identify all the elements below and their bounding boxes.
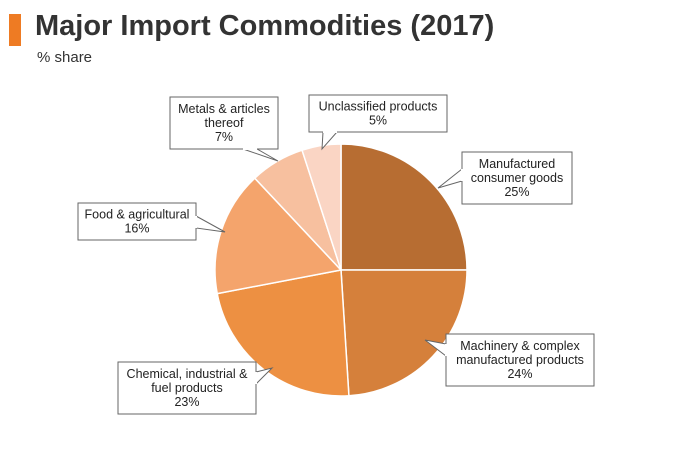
slice-label-line: 16% (124, 222, 149, 236)
slice-label-line: 23% (174, 395, 199, 409)
pie-slices (214, 143, 468, 397)
slice-label-line: Metals & articles (178, 102, 270, 116)
slice-label-line: manufactured products (456, 353, 584, 367)
slice-label-line: Food & agricultural (85, 208, 190, 222)
callout-pointer (242, 148, 279, 162)
slice-label-line: 25% (504, 185, 529, 199)
pie-slice-6 (301, 143, 342, 271)
callout-box (445, 333, 595, 387)
slice-label-line: 5% (369, 114, 387, 128)
callout-box (169, 96, 279, 150)
pie-slice-2 (340, 269, 468, 397)
callout-pointer (195, 215, 226, 233)
chart-subtitle: % share (37, 49, 93, 66)
slice-label-line: Chemical, industrial & (127, 367, 249, 381)
callout-pointer (255, 367, 274, 386)
slice-label-line: fuel products (151, 381, 223, 395)
slice-label-line: consumer goods (471, 171, 563, 185)
title-accent-bar (9, 14, 21, 46)
slice-label-line: 7% (215, 130, 233, 144)
callout-pointer (437, 167, 463, 189)
pie-slice-1 (340, 143, 468, 271)
slice-label-line: Machinery & complex (460, 339, 580, 353)
slice-label-line: Manufactured (479, 157, 555, 171)
callout-box (308, 94, 448, 133)
callout-box (77, 202, 197, 241)
callout-box (117, 361, 257, 415)
chart-title: Major Import Commodities (2017) (35, 10, 495, 42)
slice-label-line: thereof (205, 116, 244, 130)
slice-label-line: 24% (507, 367, 532, 381)
slice-label-line: Unclassified products (319, 100, 438, 114)
